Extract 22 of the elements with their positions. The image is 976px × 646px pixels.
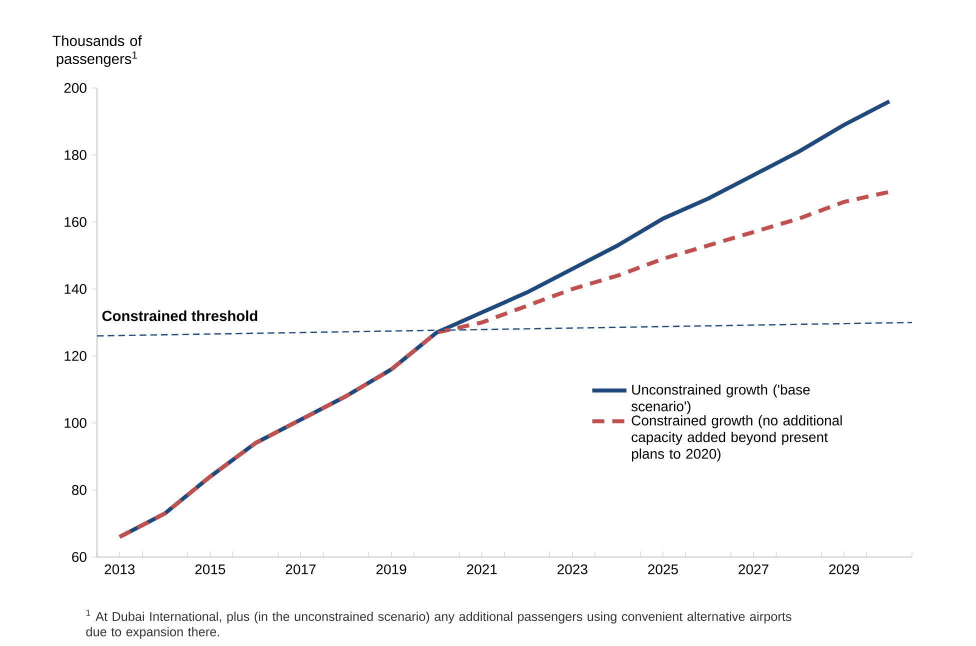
series-label: Constrained threshold [102,310,258,322]
y-tick-label: 180 [64,150,86,160]
x-tick-label: 2025 [648,564,678,574]
y-tick-label: 100 [64,418,86,428]
y-tick-label: 60 [72,552,86,562]
x-tick-label: 2027 [738,564,768,574]
y-tick-label: 140 [64,284,86,294]
text: $^{1}$ At Dubai International, plus (in the unconstrained scenario) any additional passengers using convenient alternative airports due to expansion there. [86,610,792,639]
y-tick-label: 200 [64,83,86,93]
legend-label: Constrained growth (no additional capacity added beyond present plans to 2020) [632,415,842,462]
x-tick-label: 2019 [376,564,406,574]
y-tick-label: 160 [64,217,86,227]
x-tick-label: 2021 [467,564,497,574]
x-tick-label: 2017 [286,564,316,574]
x-tick-label: 2023 [558,564,588,574]
y-axis-title: Thousands of passengers$^{1}$ [52,35,142,67]
y-tick-label: 120 [64,351,86,361]
y-tick-label: 80 [72,485,86,495]
x-tick-label: 2015 [195,564,226,574]
x-tick-label: 2013 [104,564,135,574]
x-tick-label: 2029 [829,564,859,574]
legend-label: Unconstrained growth ('base scenario') [631,384,810,414]
